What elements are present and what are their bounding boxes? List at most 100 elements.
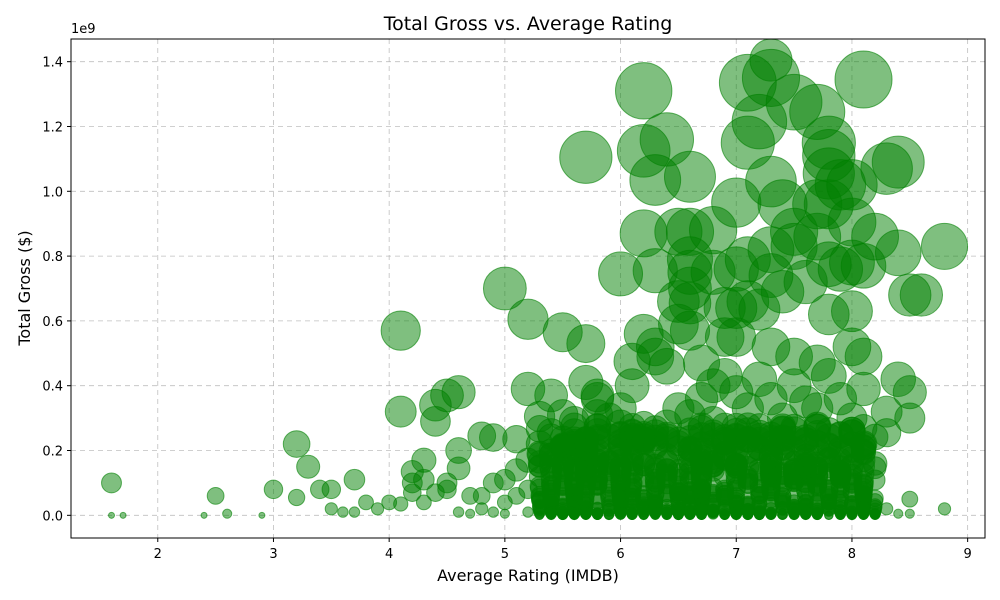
scatter-point	[669, 310, 711, 351]
scatter-point	[258, 511, 266, 519]
scatter-point	[812, 510, 823, 521]
scatter-point	[841, 472, 863, 493]
scatter-point	[730, 506, 743, 519]
scatter-point	[794, 457, 818, 480]
y-offset-label: 1e9	[71, 22, 96, 37]
scatter-point	[546, 510, 556, 520]
x-axis-label: Average Rating (IMDB)	[437, 566, 619, 585]
scatter-point	[101, 472, 122, 494]
scatter-point	[670, 496, 687, 512]
scatter-point	[607, 430, 634, 457]
scatter-point	[719, 508, 731, 520]
scatter-point	[663, 150, 716, 203]
scatter-point	[592, 510, 603, 520]
y-tick-label: 0.2	[42, 445, 63, 460]
x-tick-label: 7	[732, 547, 740, 562]
scatter-point	[553, 487, 572, 506]
scatter-point	[835, 510, 846, 520]
scatter-point	[745, 413, 774, 441]
scatter-point	[384, 395, 417, 428]
scatter-point	[844, 500, 860, 516]
scatter-point	[631, 447, 656, 472]
scatter-point	[529, 476, 550, 496]
x-axis-ticks: 2 3 4 5 6 7 8 9	[154, 538, 972, 562]
scatter-point	[899, 273, 944, 317]
scatter-point	[871, 135, 925, 189]
y-tick-label: 0.0	[42, 509, 63, 524]
scatter-point	[337, 506, 349, 518]
scatter-point	[893, 508, 904, 519]
scatter-point	[370, 502, 385, 516]
y-tick-label: 1.2	[42, 120, 63, 135]
scatter-point	[656, 467, 678, 489]
x-tick-label: 5	[501, 547, 509, 562]
scatter-point	[482, 266, 527, 311]
scatter-point	[222, 508, 233, 519]
y-tick-label: 0.4	[42, 380, 63, 395]
scatter-point	[937, 502, 952, 516]
y-tick-label: 0.6	[42, 315, 63, 330]
scatter-point	[787, 502, 802, 517]
scatter-point	[615, 62, 673, 120]
scatter-point	[626, 508, 638, 520]
y-axis-label: Total Gross ($)	[15, 230, 34, 346]
scatter-point	[609, 462, 632, 485]
scatter-point	[206, 486, 225, 505]
x-tick-label: 2	[154, 547, 162, 562]
scatter-point	[475, 502, 489, 516]
scatter-point	[699, 419, 727, 447]
scatter-point	[653, 423, 681, 451]
y-tick-label: 0.8	[42, 250, 63, 265]
scatter-point	[557, 509, 569, 520]
scatter-point	[851, 440, 876, 465]
scatter-point	[282, 430, 311, 458]
chart-title: Total Gross vs. Average Rating	[383, 13, 673, 35]
scatter-point	[754, 510, 765, 521]
scatter-point	[263, 479, 284, 500]
scatter-point	[441, 375, 476, 410]
scatter-point	[684, 507, 696, 520]
scatter-point	[834, 50, 893, 109]
x-tick-label: 8	[848, 547, 856, 562]
scatter-point	[920, 222, 969, 270]
scatter-point	[575, 476, 596, 497]
scatter-point	[358, 494, 374, 511]
plot-frame	[70, 38, 986, 539]
scatter-point	[647, 496, 664, 513]
scatter-point	[380, 310, 421, 351]
scatter-point	[693, 490, 711, 508]
scatter-point	[200, 511, 208, 519]
scatter-point	[566, 324, 606, 364]
scatter-point	[740, 502, 755, 517]
scatter-point	[774, 495, 791, 512]
scatter-point	[413, 468, 435, 491]
scatter-point	[716, 489, 734, 508]
x-tick-label: 6	[616, 547, 624, 562]
scatter-point	[870, 510, 880, 520]
scatter-point	[321, 479, 342, 500]
scatter-point	[532, 502, 547, 517]
scatter-point	[411, 447, 437, 473]
scatter-point	[522, 506, 534, 518]
scatter-point	[695, 505, 708, 519]
scatter-point	[324, 502, 338, 516]
scatter-point	[415, 494, 432, 511]
scatter-point	[809, 495, 826, 512]
scatter-point	[452, 506, 465, 518]
scatter-point	[465, 508, 476, 519]
scatter-point	[499, 508, 510, 519]
scatter-point	[854, 485, 873, 504]
scatter-point	[673, 510, 684, 521]
scatter-point	[830, 290, 873, 333]
scatter-point	[568, 507, 581, 520]
x-tick-label: 9	[964, 547, 972, 562]
scatter-point	[737, 473, 758, 494]
x-tick-label: 3	[269, 547, 277, 562]
scatter-point	[487, 506, 499, 518]
scatter-point	[393, 496, 409, 512]
scatter-point	[844, 337, 883, 376]
scatter-point	[559, 130, 613, 184]
scatter-point	[287, 488, 306, 507]
y-tick-label: 1.0	[42, 185, 63, 200]
